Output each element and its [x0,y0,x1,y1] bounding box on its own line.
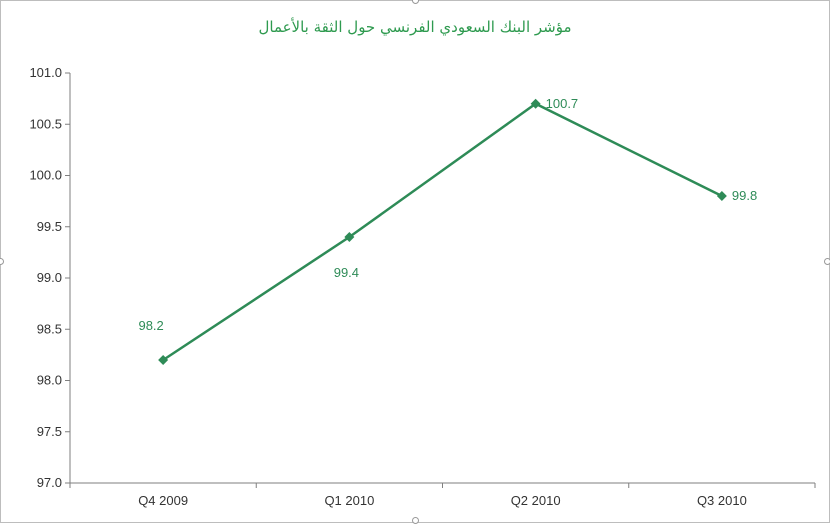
resize-handle-top[interactable] [412,0,419,4]
data-point-marker [158,355,169,365]
y-tick-label: 98.0 [37,373,62,388]
resize-handle-left[interactable] [0,258,4,265]
resize-handle-right[interactable] [824,258,830,265]
x-tick-label: Q4 2009 [138,493,188,508]
y-tick-label: 97.5 [37,424,62,439]
axes [65,72,816,488]
x-tick-label: Q1 2010 [324,493,374,508]
y-tick-label: 99.0 [37,270,62,285]
data-point-marker [344,232,355,242]
x-tick-labels: Q4 2009 Q1 2010 Q2 2010 Q3 2010 [138,493,747,508]
x-tick-label: Q3 2010 [697,493,747,508]
y-tick-label: 98.5 [37,321,62,336]
data-label: 99.8 [732,188,757,203]
data-labels: 98.2 99.4 100.7 99.8 [138,96,757,333]
series-line [158,98,727,365]
y-tick-label: 99.5 [37,219,62,234]
data-point-marker [716,191,727,201]
x-tick-label: Q2 2010 [511,493,561,508]
chart-title: مؤشر البنك السعودي الفرنسي حول الثقة بال… [258,18,572,36]
y-tick-label: 101.0 [29,65,62,80]
data-label: 100.7 [546,96,579,111]
data-label: 99.4 [334,265,359,280]
y-tick-labels: 97.0 97.5 98.0 98.5 99.0 99.5 100.0 100.5 101.0 [29,65,62,490]
series-polyline [162,102,723,362]
y-tick-label: 97.0 [37,475,62,490]
data-point-marker [530,98,541,109]
data-label: 98.2 [138,318,163,333]
y-tick-label: 100.0 [29,168,62,183]
y-tick-label: 100.5 [29,116,62,131]
